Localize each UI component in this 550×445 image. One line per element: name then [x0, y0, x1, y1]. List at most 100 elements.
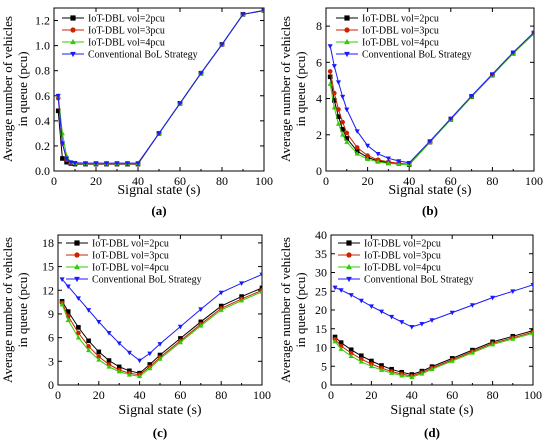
- data-point-series-3: [399, 372, 405, 378]
- data-point-series-4: [354, 129, 360, 134]
- data-point-series-4: [348, 293, 354, 298]
- data-point-series-1: [338, 340, 344, 345]
- data-point-series-4: [338, 288, 344, 293]
- x-axis-label: Signal state (s): [388, 183, 472, 198]
- plot-area: [59, 272, 262, 379]
- y-tick-label: 2: [316, 128, 322, 142]
- data-point-series-1: [239, 294, 244, 299]
- data-point-series-1: [218, 303, 224, 309]
- data-point-series-2: [327, 69, 333, 74]
- data-point-series-1: [76, 325, 81, 330]
- data-point-series-2: [344, 130, 350, 136]
- legend-entry-1: IoT-DBL vol=2pcu: [92, 239, 169, 250]
- series-line-4: [334, 284, 533, 328]
- data-point-series-4: [103, 161, 110, 166]
- data-point-series-4: [240, 12, 246, 18]
- legend-entry-1: IoT-DBL vol=2pcu: [364, 239, 441, 250]
- y-tick-label: 9: [48, 307, 54, 321]
- data-point-series-1: [96, 349, 102, 355]
- y-tick-label: 30: [315, 266, 327, 280]
- y-tick-label: 18: [42, 236, 54, 250]
- y-tick-label: 0: [48, 378, 54, 392]
- x-tick-label: 100: [255, 174, 273, 188]
- data-point-series-4: [389, 314, 395, 320]
- data-point-series-4: [59, 141, 65, 147]
- data-point-series-4: [239, 281, 245, 286]
- data-point-series-4: [340, 94, 346, 100]
- legend-entry-3: IoT-DBL vol=4pcu: [364, 263, 441, 274]
- data-point-series-4: [385, 156, 391, 162]
- data-point-series-4: [68, 160, 74, 165]
- data-point-series-3: [368, 363, 374, 369]
- legend-entry-4: Conventional BoL Strategy: [92, 275, 202, 286]
- x-tick-label: 0: [55, 388, 61, 402]
- data-point-series-4: [448, 116, 454, 122]
- y-axis-label-line1: Average number of vehicles: [0, 16, 15, 162]
- data-point-series-4: [86, 308, 92, 313]
- y-axis-label: Average number of vehiclesin queue (pcu): [0, 237, 30, 383]
- data-point-series-3: [327, 81, 333, 86]
- data-point-series-2: [354, 145, 360, 150]
- data-point-series-3: [409, 374, 415, 379]
- data-point-series-4: [469, 303, 475, 308]
- data-point-series-3: [126, 371, 132, 377]
- data-point-series-1: [340, 127, 345, 132]
- x-tick-label: 0: [323, 174, 329, 188]
- data-point-series-4: [177, 101, 183, 107]
- y-axis-label-line1: Average number of vehicles: [0, 237, 15, 383]
- x-tick-label: 20: [362, 174, 374, 188]
- data-point-series-4: [124, 161, 131, 166]
- data-point-series-2: [348, 350, 354, 356]
- data-point-series-4: [331, 64, 337, 69]
- legend-marker-2: [346, 252, 352, 258]
- data-point-series-4: [344, 107, 350, 113]
- plot-area: [327, 30, 534, 167]
- data-point-series-4: [409, 325, 415, 330]
- x-tick-label: 60: [174, 174, 186, 188]
- data-point-series-4: [116, 341, 122, 346]
- data-point-series-4: [135, 161, 141, 166]
- data-point-series-4: [419, 322, 425, 327]
- data-point-series-3: [449, 358, 455, 363]
- data-point-series-1: [65, 309, 71, 314]
- x-tick-label: 40: [132, 174, 144, 188]
- data-point-series-4: [157, 342, 163, 347]
- y-tick-label: 15: [315, 322, 327, 336]
- data-point-series-4: [82, 161, 89, 166]
- data-point-series-3: [86, 347, 92, 353]
- data-point-series-1: [379, 363, 384, 368]
- data-point-series-3: [365, 156, 371, 162]
- x-tick-label: 40: [134, 388, 146, 402]
- data-point-series-3: [344, 139, 350, 144]
- data-point-series-3: [332, 338, 338, 344]
- data-point-series-4: [332, 285, 338, 291]
- data-point-series-4: [368, 304, 374, 310]
- data-point-series-4: [489, 72, 495, 77]
- data-point-series-3: [116, 368, 122, 374]
- data-point-series-4: [55, 93, 61, 99]
- data-point-series-1: [336, 114, 341, 119]
- panel-label: (b): [422, 203, 438, 218]
- legend-entry-3: IoT-DBL vol=4pcu: [88, 38, 165, 49]
- x-tick-label: 0: [328, 388, 334, 402]
- data-point-series-4: [72, 161, 78, 166]
- data-point-series-3: [198, 323, 204, 328]
- y-tick-label: 6: [316, 55, 322, 69]
- data-point-series-3: [65, 317, 71, 323]
- y-tick-label: 20: [315, 303, 327, 317]
- legend-marker-2: [344, 27, 350, 33]
- data-point-series-4: [219, 42, 225, 48]
- data-point-series-3: [259, 289, 262, 294]
- data-point-series-4: [510, 289, 516, 295]
- data-point-series-1: [198, 319, 204, 325]
- series-line-4: [61, 274, 262, 362]
- legend-marker-4: [74, 276, 80, 283]
- y-axis-label: Average number of vehiclesin queue (pcu): [0, 16, 30, 162]
- legend-entry-4: Conventional BoL Strategy: [88, 50, 198, 61]
- data-point-series-3: [177, 339, 183, 345]
- legend-entry-1: IoT-DBL vol=2pcu: [88, 14, 165, 25]
- data-point-series-1: [157, 352, 163, 358]
- data-point-series-1: [60, 156, 65, 161]
